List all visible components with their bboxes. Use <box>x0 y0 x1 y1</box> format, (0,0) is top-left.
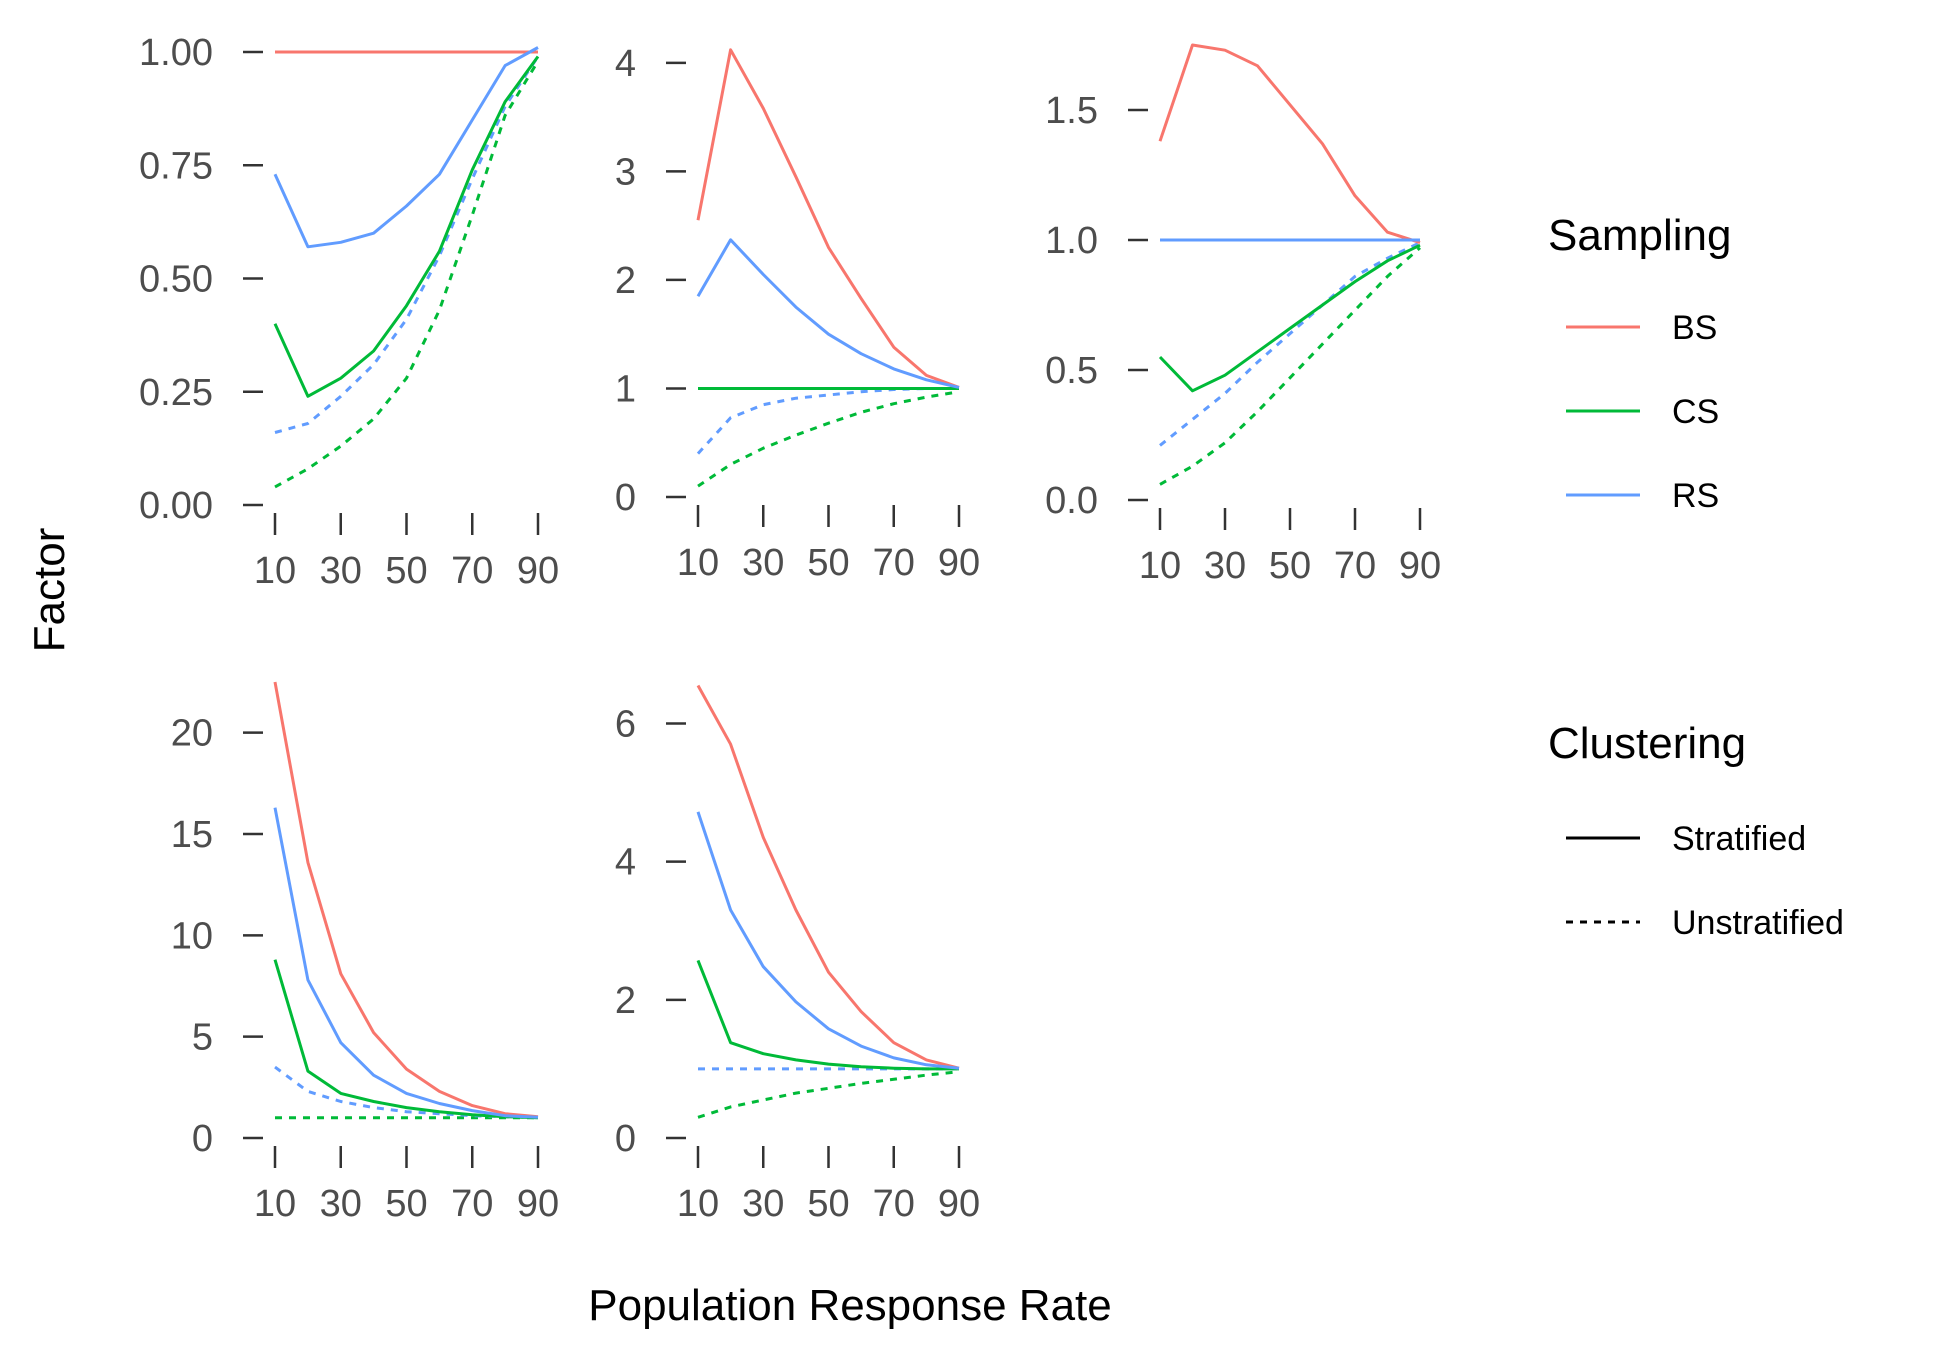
x-tick-label: 50 <box>807 1183 849 1225</box>
x-tick-label: 30 <box>742 1183 784 1225</box>
x-axis-title: Population Response Rate <box>588 1281 1111 1330</box>
series-line-cs-stratified <box>696 959 959 1071</box>
y-axis-title: Factor <box>25 528 74 653</box>
series-line-cs-unstratified <box>1159 246 1421 486</box>
y-tick-label: 1.00 <box>139 32 213 74</box>
x-tick-label: 70 <box>1334 545 1376 587</box>
y-tick-label: 20 <box>171 713 213 755</box>
y-tick-label: 0.0 <box>1045 480 1098 522</box>
panel-4: 0 5 10 15 20 10 30 50 70 90 <box>171 681 559 1225</box>
x-tick-label: 70 <box>451 1183 493 1225</box>
x-tick-label: 50 <box>385 1183 427 1225</box>
series-line-bs-stratified <box>696 48 960 389</box>
y-tick-label: 2 <box>615 980 636 1022</box>
legend-label-stratified: Stratified <box>1672 820 1806 858</box>
x-tick-label: 10 <box>677 542 719 584</box>
panel-3: 0.0 0.5 1.0 1.5 10 30 50 70 90 <box>1045 43 1441 587</box>
legend-sampling-title: Sampling <box>1548 211 1731 260</box>
x-tick-label: 70 <box>873 1183 915 1225</box>
series-line-rs-unstratified <box>274 55 540 434</box>
x-tick-label: 90 <box>1399 545 1441 587</box>
y-tick-label: 0.00 <box>139 485 213 527</box>
y-tick-label: 5 <box>192 1017 213 1059</box>
series-line-cs-stratified <box>1158 243 1421 393</box>
x-tick-label: 10 <box>1139 545 1181 587</box>
panel-1: 0.00 0.25 0.50 0.75 1.00 10 30 50 70 90 <box>139 32 559 592</box>
y-tick-label: 0 <box>192 1118 213 1160</box>
x-tick-label: 90 <box>938 542 980 584</box>
series-line-rs-unstratified <box>696 387 959 455</box>
series-line-cs-unstratified <box>697 390 960 488</box>
y-tick-label: 0 <box>615 1118 636 1160</box>
y-tick-label: 0.50 <box>139 259 213 301</box>
series-line-cs-stratified <box>273 55 540 398</box>
y-tick-label: 0.75 <box>139 145 213 187</box>
y-tick-label: 1 <box>615 368 636 410</box>
series-line-cs-unstratified <box>697 1070 960 1119</box>
series-line-bs-stratified <box>273 681 539 1119</box>
y-tick-label: 1.5 <box>1045 90 1098 132</box>
y-tick-label: 4 <box>615 43 636 85</box>
x-tick-label: 50 <box>807 542 849 584</box>
x-tick-label: 90 <box>517 550 559 592</box>
panel-5: 0 2 4 6 10 30 50 70 90 <box>615 684 980 1225</box>
x-tick-label: 50 <box>1269 545 1311 587</box>
y-tick-label: 1.0 <box>1045 220 1098 262</box>
x-tick-label: 10 <box>254 550 296 592</box>
y-tick-label: 4 <box>615 842 636 884</box>
series-line-cs-stratified <box>273 959 539 1120</box>
series-line-rs-stratified <box>696 811 960 1070</box>
y-tick-label: 0 <box>615 477 636 519</box>
y-tick-label: 2 <box>615 260 636 302</box>
series-line-rs-stratified <box>696 238 960 389</box>
x-tick-label: 70 <box>873 542 915 584</box>
y-tick-label: 3 <box>615 151 636 193</box>
x-tick-label: 30 <box>742 542 784 584</box>
legend-clustering-title: Clustering <box>1548 719 1746 768</box>
y-tick-label: 10 <box>171 915 213 957</box>
legend-label-rs: RS <box>1672 477 1719 515</box>
y-tick-label: 15 <box>171 814 213 856</box>
series-line-cs-unstratified <box>274 60 540 489</box>
panel-2: 0 1 2 3 4 10 30 50 70 90 <box>615 43 980 584</box>
x-tick-label: 90 <box>938 1183 980 1225</box>
y-tick-label: 0.5 <box>1045 350 1098 392</box>
series-line-rs-unstratified <box>1159 241 1421 447</box>
x-tick-label: 10 <box>254 1183 296 1225</box>
x-tick-label: 30 <box>1204 545 1246 587</box>
legend-label-cs: CS <box>1672 393 1719 431</box>
legend-sampling: Sampling BS CS RS <box>1548 211 1731 515</box>
series-line-rs-stratified <box>273 807 539 1119</box>
legend-label-unstratified: Unstratified <box>1672 904 1844 942</box>
x-tick-label: 90 <box>517 1183 559 1225</box>
x-tick-label: 50 <box>385 550 427 592</box>
series-line-bs-stratified <box>696 684 960 1070</box>
series-line-bs-stratified <box>1158 43 1421 245</box>
y-tick-label: 0.25 <box>139 372 213 414</box>
legend-clustering: Clustering Stratified Unstratified <box>1548 719 1844 942</box>
x-tick-label: 10 <box>677 1183 719 1225</box>
y-tick-label: 6 <box>615 703 636 745</box>
x-tick-label: 70 <box>451 550 493 592</box>
legend-label-bs: BS <box>1672 309 1717 347</box>
x-tick-label: 30 <box>320 550 362 592</box>
x-tick-label: 30 <box>320 1183 362 1225</box>
series-line-rs-stratified <box>273 46 539 249</box>
